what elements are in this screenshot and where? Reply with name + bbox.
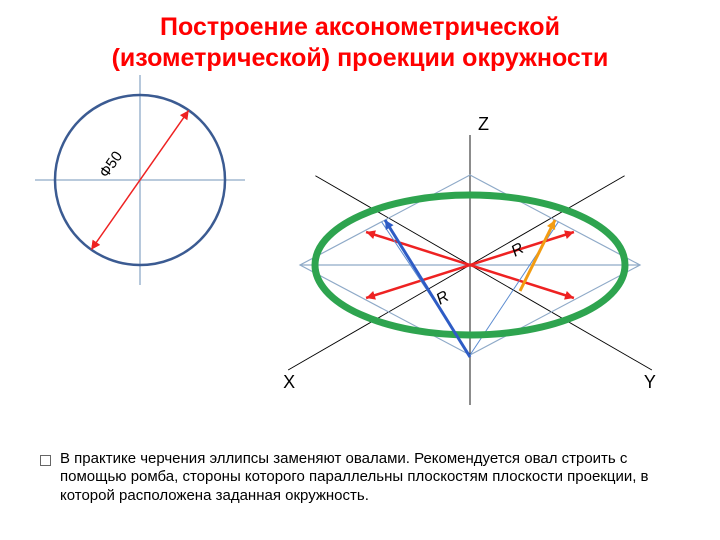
page-title: Построение аксонометрической(изометричес… xyxy=(0,0,720,75)
circle-diagram: Ф50 xyxy=(35,75,245,285)
svg-text:Y: Y xyxy=(644,372,656,392)
iso-diagram: RRZXY xyxy=(283,114,656,405)
svg-text:X: X xyxy=(283,372,295,392)
svg-text:R: R xyxy=(509,239,528,260)
diagram-area: Ф50RRZXY xyxy=(0,75,720,450)
diagram-svg: Ф50RRZXY xyxy=(0,75,720,445)
diameter-label: Ф50 xyxy=(96,148,126,181)
svg-text:Z: Z xyxy=(478,114,489,134)
caption-text: В практике черчения эллипсы заменяют ова… xyxy=(0,450,720,506)
